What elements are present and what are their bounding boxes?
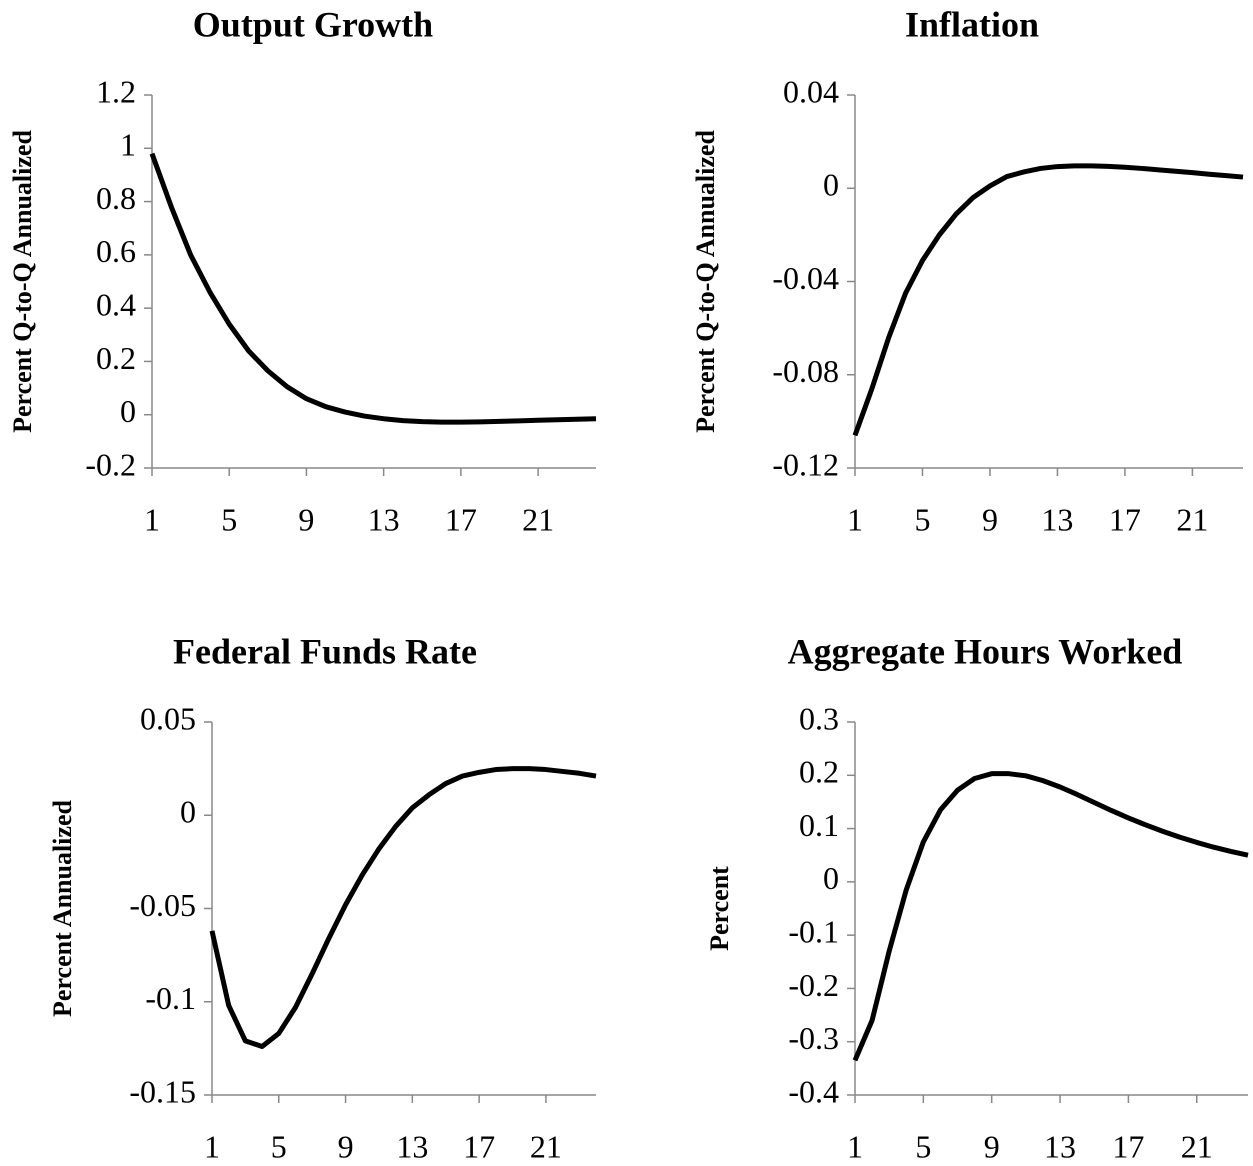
chart-title: Federal Funds Rate (173, 631, 477, 671)
y-axis-label: Percent Annualized (48, 800, 77, 1017)
y-tick-label: 1.2 (96, 73, 136, 109)
x-tick-label: 1 (847, 501, 863, 537)
x-tick-label: 17 (463, 1128, 495, 1164)
y-tick-label: 0.1 (799, 807, 839, 843)
x-tick-label: 1 (144, 501, 160, 537)
y-axis-label: Percent Q-to-Q Annualized (691, 130, 720, 433)
line (852, 771, 1249, 1062)
x-tick-label: 13 (396, 1128, 428, 1164)
y-tick-label: 0.3 (799, 700, 839, 736)
x-tick-label: 5 (271, 1128, 287, 1164)
x-tick-label: 9 (982, 501, 998, 537)
y-axis-label: Percent (705, 866, 734, 951)
y-tick-label: -0.4 (788, 1073, 839, 1109)
x-tick-label: 21 (1176, 501, 1208, 537)
y-tick-label: -0.15 (129, 1073, 196, 1109)
x-tick-label: 13 (1041, 501, 1073, 537)
x-tick-label: 17 (1109, 501, 1141, 537)
x-tick-label: 21 (530, 1128, 562, 1164)
y-tick-label: 0.05 (140, 700, 196, 736)
x-tick-label: 5 (221, 501, 237, 537)
x-tick-label: 5 (914, 501, 930, 537)
y-tick-label: 1 (120, 127, 136, 163)
x-tick-label: 13 (1044, 1128, 1076, 1164)
y-tick-label: 0 (120, 393, 136, 429)
x-tick-label: 17 (445, 501, 477, 537)
y-tick-label: -0.2 (85, 446, 136, 482)
y-tick-label: -0.3 (788, 1020, 839, 1056)
x-tick-label: 21 (522, 501, 554, 537)
y-tick-label: 0 (823, 167, 839, 203)
y-tick-label: -0.1 (788, 913, 839, 949)
x-tick-label: 17 (1112, 1128, 1144, 1164)
y-axis-label: Percent Q-to-Q Annualized (8, 130, 37, 433)
chart-title: Inflation (905, 4, 1039, 44)
line (852, 163, 1244, 437)
x-tick-label: 13 (368, 501, 400, 537)
x-tick-label: 9 (338, 1128, 354, 1164)
y-tick-label: -0.08 (772, 353, 839, 389)
y-tick-label: 0.2 (96, 340, 136, 376)
y-tick-label: -0.2 (788, 967, 839, 1003)
y-tick-label: 0.4 (96, 286, 136, 322)
x-tick-label: 1 (847, 1128, 863, 1164)
y-tick-label: 0.6 (96, 233, 136, 269)
y-tick-label: -0.04 (772, 260, 839, 296)
y-tick-label: 0.8 (96, 180, 136, 216)
chart-title: Output Growth (193, 4, 433, 44)
y-tick-label: -0.1 (145, 980, 196, 1016)
line (209, 766, 597, 1050)
y-tick-label: 0 (180, 794, 196, 830)
x-tick-label: 1 (204, 1128, 220, 1164)
y-tick-label: 0.04 (783, 73, 839, 109)
x-tick-label: 9 (984, 1128, 1000, 1164)
line (149, 152, 597, 425)
x-tick-label: 21 (1181, 1128, 1213, 1164)
y-tick-label: -0.05 (129, 887, 196, 923)
y-tick-label: 0 (823, 860, 839, 896)
x-tick-label: 9 (298, 501, 314, 537)
y-tick-label: -0.12 (772, 446, 839, 482)
chart-title: Aggregate Hours Worked (788, 631, 1183, 671)
x-tick-label: 5 (915, 1128, 931, 1164)
y-tick-label: 0.2 (799, 754, 839, 790)
